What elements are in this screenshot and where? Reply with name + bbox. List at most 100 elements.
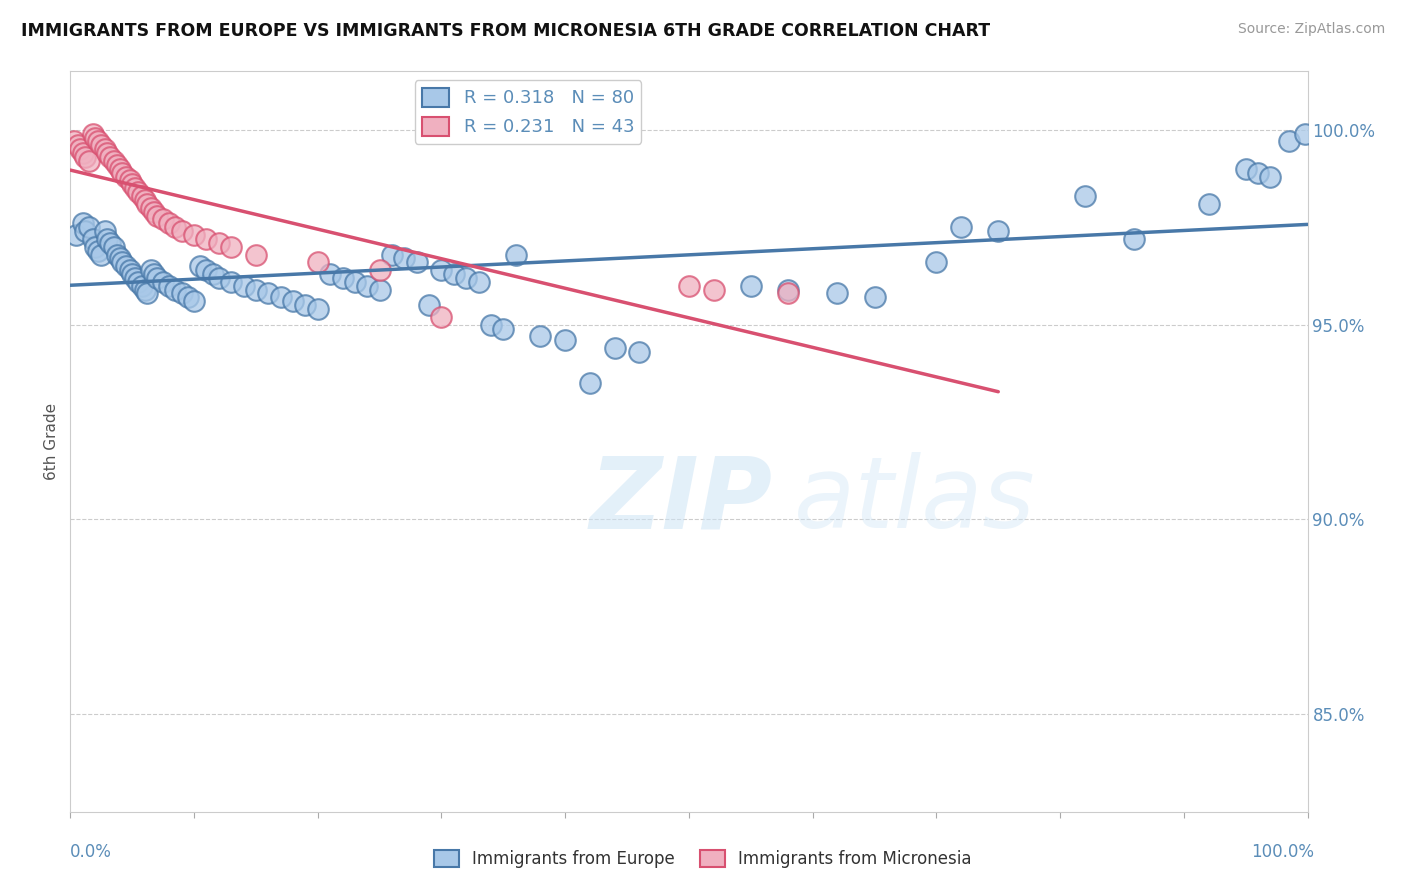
Point: [165, 220, 187, 235]
Point: [152, 212, 174, 227]
Point: [105, 247, 128, 261]
Point: [84, 240, 107, 254]
Point: [579, 376, 602, 390]
Point: [405, 255, 427, 269]
Text: IMMIGRANTS FROM EUROPE VS IMMIGRANTS FROM MICRONESIA 6TH GRADE CORRELATION CHART: IMMIGRANTS FROM EUROPE VS IMMIGRANTS FRO…: [21, 22, 990, 40]
Point: [165, 283, 187, 297]
Point: [115, 169, 138, 184]
Point: [84, 130, 107, 145]
Text: 100.0%: 100.0%: [1251, 843, 1315, 861]
Point: [1247, 166, 1270, 180]
Point: [505, 247, 527, 261]
Point: [157, 278, 180, 293]
Point: [257, 286, 280, 301]
Point: [69, 142, 91, 156]
Legend: R = 0.318   N = 80, R = 0.231   N = 43: R = 0.318 N = 80, R = 0.231 N = 43: [415, 80, 641, 144]
Point: [111, 255, 134, 269]
Point: [72, 146, 94, 161]
Point: [245, 283, 267, 297]
Point: [430, 310, 453, 324]
Point: [281, 294, 304, 309]
Point: [86, 135, 108, 149]
Y-axis label: 6th Grade: 6th Grade: [44, 403, 59, 480]
Point: [776, 283, 799, 297]
Point: [124, 271, 146, 285]
Point: [72, 216, 94, 230]
Point: [603, 341, 626, 355]
Point: [307, 255, 329, 269]
Point: [115, 259, 138, 273]
Point: [170, 224, 193, 238]
Point: [430, 263, 453, 277]
Point: [94, 224, 117, 238]
Point: [75, 224, 97, 238]
Point: [136, 286, 159, 301]
Text: Source: ZipAtlas.com: Source: ZipAtlas.com: [1237, 22, 1385, 37]
Point: [188, 259, 211, 273]
Point: [108, 161, 131, 176]
Point: [177, 290, 200, 304]
Point: [134, 283, 156, 297]
Point: [1123, 232, 1146, 246]
Point: [208, 235, 231, 250]
Point: [146, 209, 169, 223]
Point: [343, 275, 366, 289]
Point: [678, 278, 700, 293]
Point: [65, 227, 87, 242]
Point: [77, 153, 100, 168]
Point: [319, 267, 342, 281]
Point: [75, 150, 97, 164]
Point: [131, 189, 153, 203]
Point: [529, 329, 551, 343]
Point: [394, 252, 416, 266]
Point: [118, 173, 141, 187]
Point: [124, 181, 146, 195]
Point: [121, 267, 143, 281]
Point: [925, 255, 948, 269]
Point: [96, 232, 118, 246]
Point: [66, 138, 89, 153]
Point: [467, 275, 489, 289]
Point: [82, 232, 104, 246]
Point: [1198, 197, 1220, 211]
Point: [103, 153, 125, 168]
Point: [139, 201, 162, 215]
Point: [98, 235, 121, 250]
Point: [90, 247, 112, 261]
Point: [1260, 169, 1282, 184]
Point: [152, 275, 174, 289]
Point: [63, 135, 86, 149]
Point: [776, 286, 799, 301]
Point: [418, 298, 440, 312]
Point: [492, 321, 515, 335]
Point: [146, 271, 169, 285]
Point: [368, 283, 391, 297]
Point: [219, 240, 242, 254]
Point: [136, 197, 159, 211]
Point: [294, 298, 316, 312]
Point: [456, 271, 478, 285]
Point: [1234, 161, 1257, 176]
Point: [127, 185, 149, 199]
Point: [111, 166, 134, 180]
Point: [1278, 135, 1301, 149]
Point: [554, 333, 576, 347]
Point: [232, 278, 254, 293]
Point: [131, 278, 153, 293]
Point: [195, 232, 218, 246]
Point: [332, 271, 354, 285]
Point: [208, 271, 231, 285]
Point: [740, 278, 762, 293]
Point: [96, 146, 118, 161]
Point: [219, 275, 242, 289]
Text: ZIP: ZIP: [591, 452, 773, 549]
Point: [863, 290, 886, 304]
Point: [118, 263, 141, 277]
Point: [1074, 189, 1097, 203]
Point: [479, 318, 502, 332]
Point: [170, 286, 193, 301]
Point: [381, 247, 404, 261]
Text: atlas: atlas: [794, 452, 1036, 549]
Point: [139, 263, 162, 277]
Point: [1294, 127, 1316, 141]
